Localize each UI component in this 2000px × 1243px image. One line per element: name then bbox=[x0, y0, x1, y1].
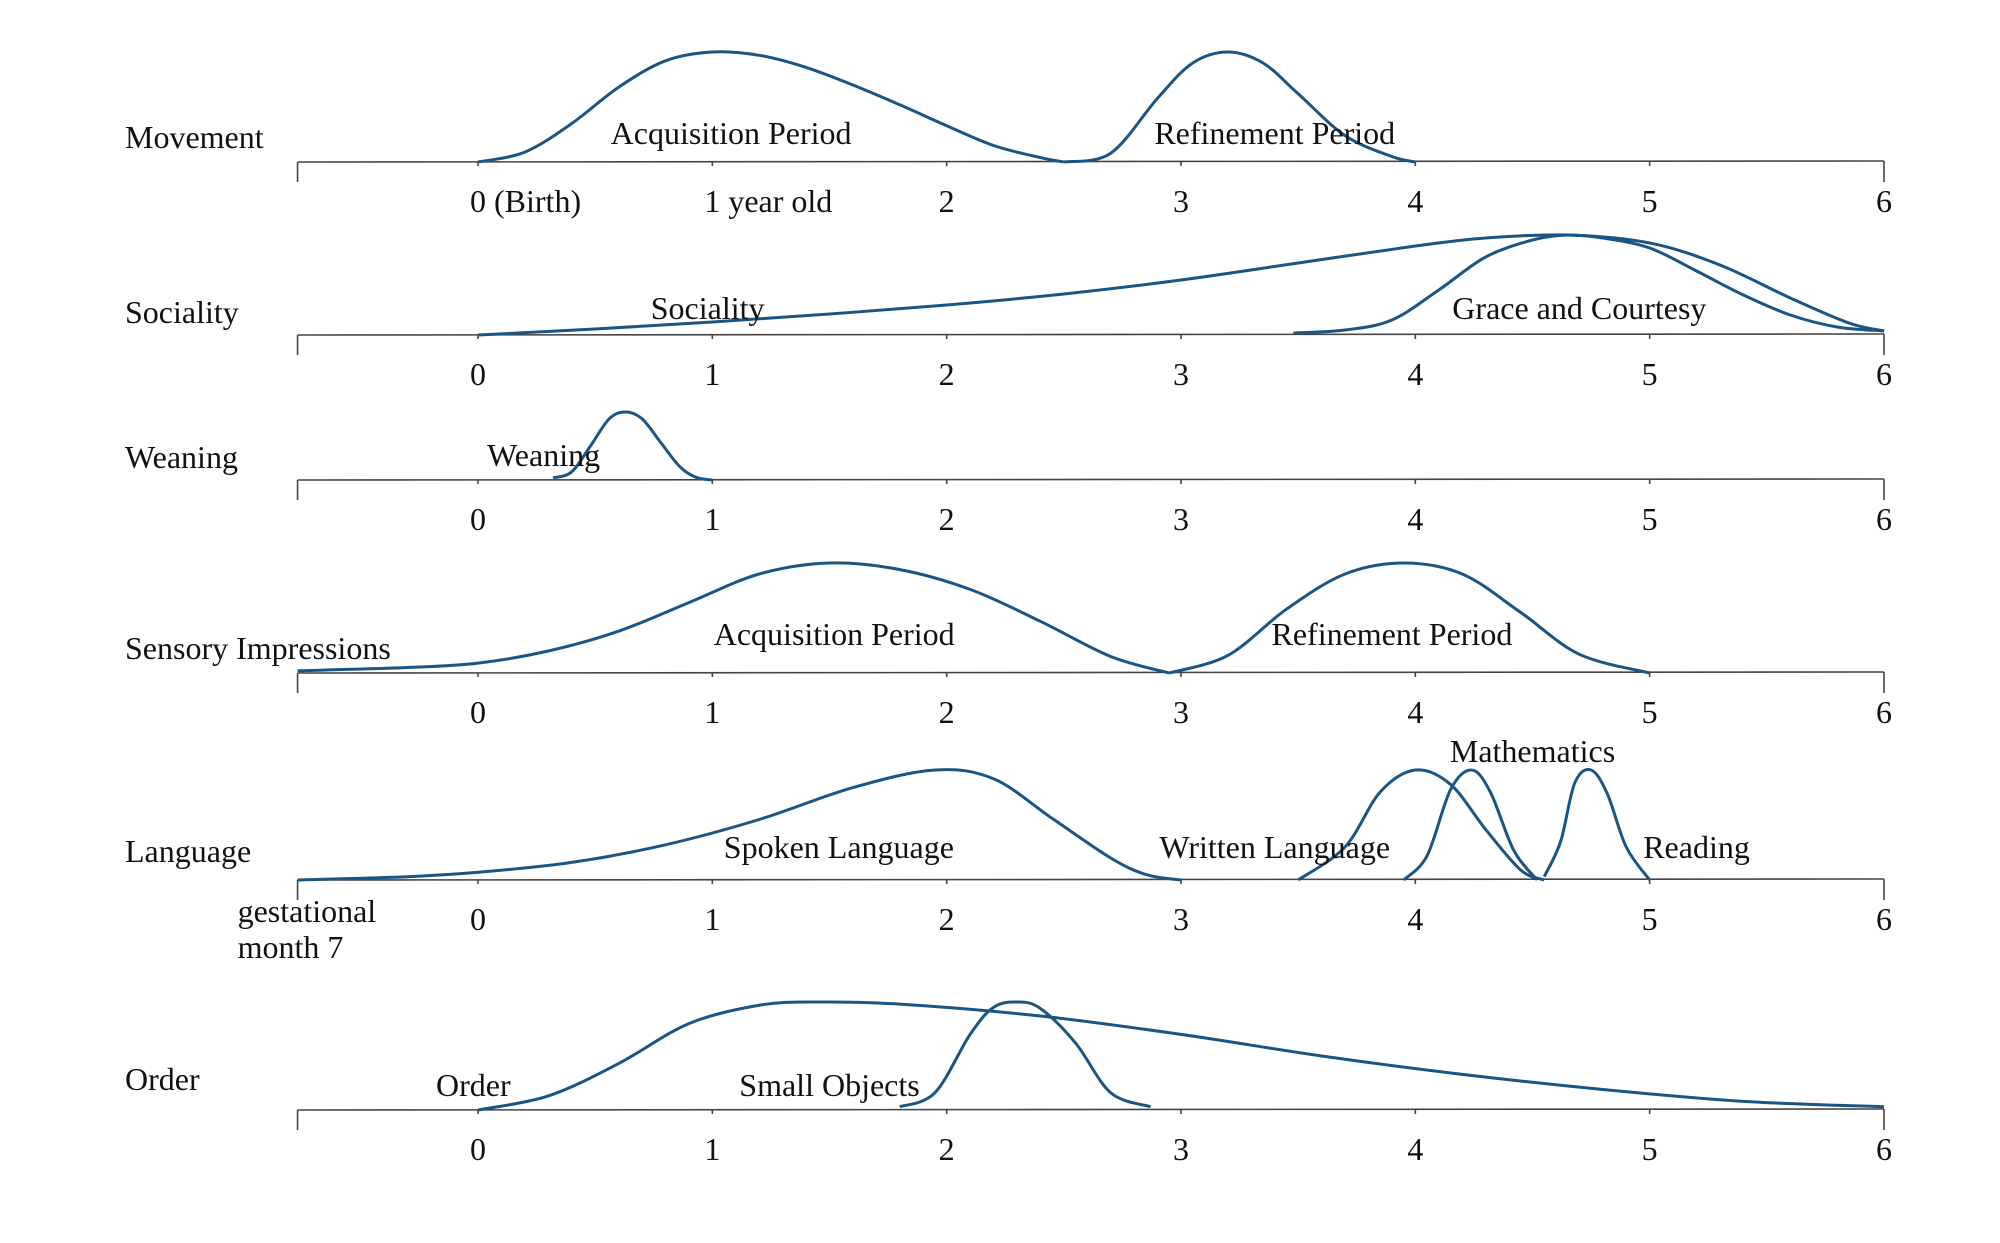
tick-label: 6 bbox=[1876, 901, 1892, 937]
axis-line-language bbox=[297, 878, 1885, 881]
curve-acquisition-period bbox=[477, 50, 1065, 164]
row-order: Order 0 1 2 3 4 5 6 Order Small Objects bbox=[125, 1000, 1892, 1167]
curve-refinement-period bbox=[1063, 50, 1416, 164]
tick-label: 3 bbox=[1173, 501, 1189, 537]
curve-label-acquisition-period: Acquisition Period bbox=[611, 115, 852, 151]
curve-weaning bbox=[552, 410, 713, 482]
curve-label-written-language: Written Language bbox=[1159, 829, 1390, 865]
curve-refinement-period bbox=[1168, 561, 1651, 675]
tick-label: 4 bbox=[1407, 356, 1423, 392]
tick-label: 0 bbox=[470, 1131, 486, 1167]
row-movement: Movement 0 (Birth) 1 year old 2 3 4 5 6 Acquisit… bbox=[125, 50, 1892, 219]
row-sensory-impressions: Sensory Impressions 0 1 2 3 4 5 6 Acquisition Pe… bbox=[125, 561, 1892, 730]
tick-label: 3 bbox=[1173, 183, 1189, 219]
curve-grace-and-courtesy bbox=[1293, 233, 1885, 335]
tick-label: 3 bbox=[1173, 356, 1189, 392]
curve-label-small-objects: Small Objects bbox=[739, 1067, 919, 1103]
curve-label-grace-and-courtesy: Grace and Courtesy bbox=[1452, 290, 1706, 326]
row-label-movement: Movement bbox=[125, 119, 264, 155]
tick-label: 1 bbox=[704, 694, 720, 730]
tick-label: 5 bbox=[1642, 1131, 1658, 1167]
tick-label: 1 bbox=[704, 356, 720, 392]
curve-order bbox=[477, 1000, 1885, 1112]
curve-small-objects bbox=[899, 1000, 1152, 1109]
curve-label-mathematics: Mathematics bbox=[1450, 733, 1615, 769]
tick-label: 1 bbox=[704, 901, 720, 937]
tick-label: 6 bbox=[1876, 356, 1892, 392]
axis-line-order bbox=[297, 1108, 1885, 1111]
tick-label: 6 bbox=[1876, 183, 1892, 219]
tick-label: 4 bbox=[1407, 901, 1423, 937]
tick-label: 5 bbox=[1642, 901, 1658, 937]
curve-label-acquisition-period: Acquisition Period bbox=[714, 616, 955, 652]
axis-line-weaning bbox=[297, 478, 1885, 481]
tick-label: gestational month 7 bbox=[238, 893, 377, 965]
tick-label: 1 bbox=[704, 501, 720, 537]
tick-label: 0 bbox=[470, 694, 486, 730]
curve-spoken-language bbox=[297, 768, 1182, 882]
tick-label: 5 bbox=[1642, 183, 1658, 219]
tick-label: 4 bbox=[1407, 183, 1423, 219]
tick-label: 5 bbox=[1642, 356, 1658, 392]
axis-line-sociality bbox=[297, 333, 1885, 336]
tick-label: 2 bbox=[939, 356, 955, 392]
curve-mathematics bbox=[1402, 768, 1539, 882]
row-label-order: Order bbox=[125, 1061, 200, 1097]
tick-label: 0 bbox=[470, 901, 486, 937]
curve-reading bbox=[1542, 768, 1651, 881]
curve-label-reading: Reading bbox=[1643, 829, 1750, 865]
row-sociality: Sociality 0 1 2 3 4 5 6 Sociality Grace and Court… bbox=[125, 233, 1892, 392]
axis-line-sensory-impressions bbox=[297, 671, 1885, 674]
row-label-sensory-impressions: Sensory Impressions bbox=[125, 630, 391, 666]
tick-label: 1 bbox=[704, 1131, 720, 1167]
tick-label: 3 bbox=[1173, 1131, 1189, 1167]
tick-label: 6 bbox=[1876, 694, 1892, 730]
tick-label: 0 bbox=[470, 356, 486, 392]
tick-label: 6 bbox=[1876, 1131, 1892, 1167]
curve-written-language bbox=[1297, 768, 1545, 882]
row-label-sociality: Sociality bbox=[125, 294, 239, 330]
curve-label-refinement-period: Refinement Period bbox=[1154, 115, 1395, 151]
tick-label: 2 bbox=[939, 1131, 955, 1167]
curve-label-refinement-period: Refinement Period bbox=[1271, 616, 1512, 652]
tick-label: 3 bbox=[1173, 694, 1189, 730]
tick-label: 6 bbox=[1876, 501, 1892, 537]
tick-label: 4 bbox=[1407, 501, 1423, 537]
curve-label-spoken-language: Spoken Language bbox=[724, 829, 954, 865]
curve-acquisition-period bbox=[297, 561, 1170, 675]
tick-label: 2 bbox=[939, 183, 955, 219]
row-language: Language gestational month 7 0 1 2 3 4 5 6 Spoken … bbox=[125, 733, 1892, 965]
row-label-language: Language bbox=[125, 833, 251, 869]
tick-label: 5 bbox=[1642, 501, 1658, 537]
tick-label: 4 bbox=[1407, 1131, 1423, 1167]
curve-sociality bbox=[477, 233, 1885, 337]
tick-label: 3 bbox=[1173, 901, 1189, 937]
tick-label: 5 bbox=[1642, 694, 1658, 730]
tick-label: 0 (Birth) bbox=[470, 183, 581, 219]
tick-label: 4 bbox=[1407, 694, 1423, 730]
tick-label: 2 bbox=[939, 501, 955, 537]
tick-label: 2 bbox=[939, 694, 955, 730]
tick-label: 0 bbox=[470, 501, 486, 537]
row-label-weaning: Weaning bbox=[125, 439, 238, 475]
curve-label-weaning: Weaning bbox=[487, 437, 600, 473]
tick-label: 1 year old bbox=[704, 183, 832, 219]
curve-label-order: Order bbox=[436, 1067, 511, 1103]
tick-label: 2 bbox=[939, 901, 955, 937]
curve-label-sociality: Sociality bbox=[651, 290, 765, 326]
